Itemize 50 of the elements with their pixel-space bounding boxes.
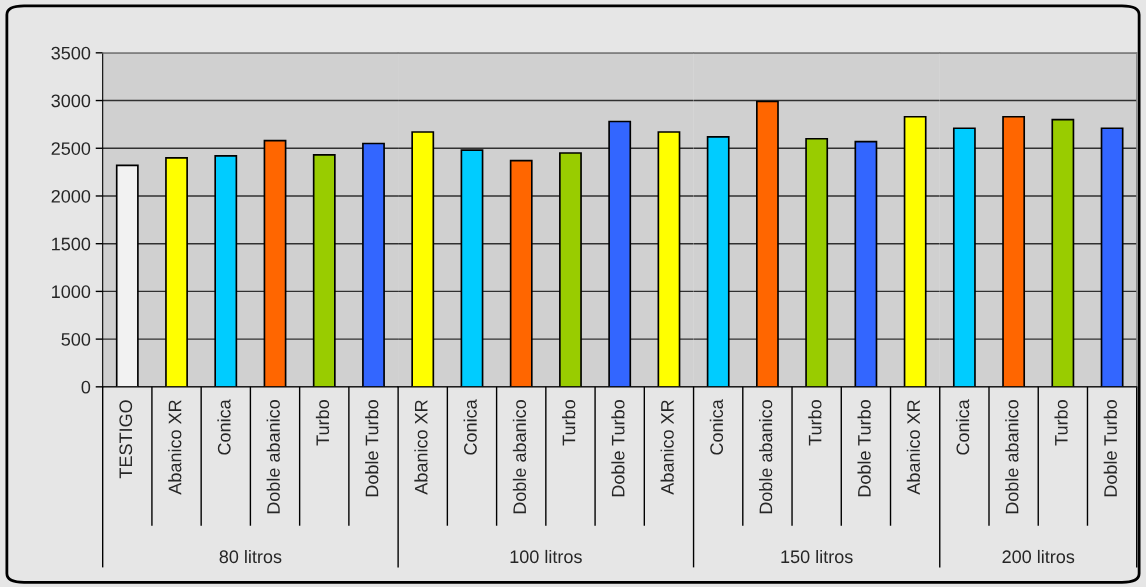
- y-tick-label: 1500: [52, 237, 91, 251]
- x-tick-label: Turbo: [315, 400, 330, 446]
- x-tick-label: Doble abanico: [1005, 400, 1019, 514]
- x-tick-label: Doble Turbo: [1103, 400, 1117, 497]
- x-tick-label: Abanico XR: [906, 400, 920, 495]
- x-axis-title: 80 litros: [219, 549, 282, 564]
- x-tick-label: Abanico XR: [414, 400, 428, 495]
- y-tick-label: 2000: [51, 189, 91, 203]
- bar: [362, 142, 385, 387]
- x-tick-label: Turbo: [808, 400, 822, 446]
- y-tick-label: 2500: [51, 142, 91, 155]
- bar: [854, 140, 878, 387]
- x-tick-label: Conica: [463, 399, 477, 455]
- x-axis-title: 100 litros: [510, 549, 582, 564]
- x-tick-label: Abanico XR: [660, 400, 674, 495]
- x-tick-label: Conica: [217, 399, 231, 455]
- bar: [903, 115, 927, 387]
- x-tick-label: Doble Turbo: [611, 400, 625, 497]
- x-tick-label: Doble Turbo: [365, 400, 379, 497]
- bar: [805, 137, 829, 387]
- x-axis-title: 150 litros: [781, 549, 853, 564]
- x-tick-label: Doble abanico: [266, 400, 280, 514]
- bar: [509, 159, 533, 387]
- x-tick-label: Abanico XR: [168, 400, 182, 495]
- bar: [312, 154, 336, 387]
- bar: [115, 164, 139, 387]
- bar: [559, 152, 582, 387]
- x-tick-label: Turbo: [562, 400, 576, 446]
- bar: [755, 100, 779, 387]
- bar: [411, 131, 435, 387]
- y-tick-label: 0: [81, 380, 91, 394]
- bar: [214, 155, 238, 387]
- x-tick-label: Conica: [955, 399, 970, 455]
- bar: [460, 149, 484, 387]
- bar: [657, 131, 681, 387]
- y-tick-label: 1000: [52, 285, 91, 299]
- y-tick-label: 500: [61, 333, 91, 346]
- x-tick-label: Doble Turbo: [857, 400, 871, 497]
- y-tick-label: 3500: [51, 46, 91, 60]
- x-axis-title: 200 litros: [1002, 549, 1075, 564]
- x-tick-label: Doble abanico: [512, 400, 527, 514]
- bar: [608, 120, 632, 387]
- bar: [706, 135, 730, 387]
- x-tick-label: Turbo: [1054, 400, 1068, 446]
- x-tick-label: Conica: [709, 399, 724, 455]
- y-tick-label: 3000: [51, 94, 91, 108]
- x-tick-label: TESTIGO: [119, 400, 133, 479]
- bar: [263, 139, 287, 387]
- bar: [165, 156, 188, 387]
- x-tick-label: Doble abanico: [759, 400, 773, 514]
